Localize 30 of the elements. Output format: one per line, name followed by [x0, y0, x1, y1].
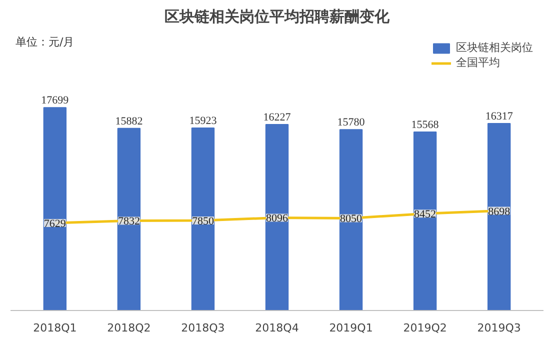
- data-label: 16317: [485, 110, 514, 122]
- legend-label: 区块链相关岗位: [456, 40, 533, 55]
- data-label: 8096: [266, 212, 288, 225]
- chart-title: 区块链相关岗位平均招聘薪酬变化: [164, 8, 390, 26]
- data-label: 15923: [189, 114, 218, 127]
- data-label: 16227: [263, 111, 292, 124]
- bar: [265, 124, 289, 310]
- bar: [117, 128, 141, 310]
- bar: [339, 129, 363, 310]
- bar: [43, 107, 67, 310]
- data-label: 17699: [41, 94, 70, 107]
- data-label: 7832: [118, 216, 140, 228]
- data-label: 7850: [192, 216, 214, 228]
- data-label: 8698: [488, 206, 511, 218]
- data-label: 15568: [411, 119, 440, 132]
- legend-label: 全国平均: [456, 55, 500, 70]
- bar: [413, 132, 437, 310]
- data-label: 15780: [337, 116, 366, 129]
- x-tick-label: 2019Q2: [403, 322, 447, 334]
- x-tick-label: 2018Q1: [33, 322, 77, 334]
- x-tick-label: 2019Q3: [477, 322, 521, 334]
- x-tick-label: 2018Q4: [255, 322, 299, 334]
- x-tick-label: 2018Q3: [181, 322, 225, 334]
- text: 单位：元/月: [16, 36, 74, 48]
- bar: [191, 127, 215, 310]
- data-label: 15882: [115, 115, 143, 128]
- x-tick-label: 2018Q2: [107, 322, 151, 334]
- x-tick-label: 2019Q1: [329, 322, 373, 334]
- bar: [487, 122, 511, 310]
- data-label: 8050: [340, 213, 363, 226]
